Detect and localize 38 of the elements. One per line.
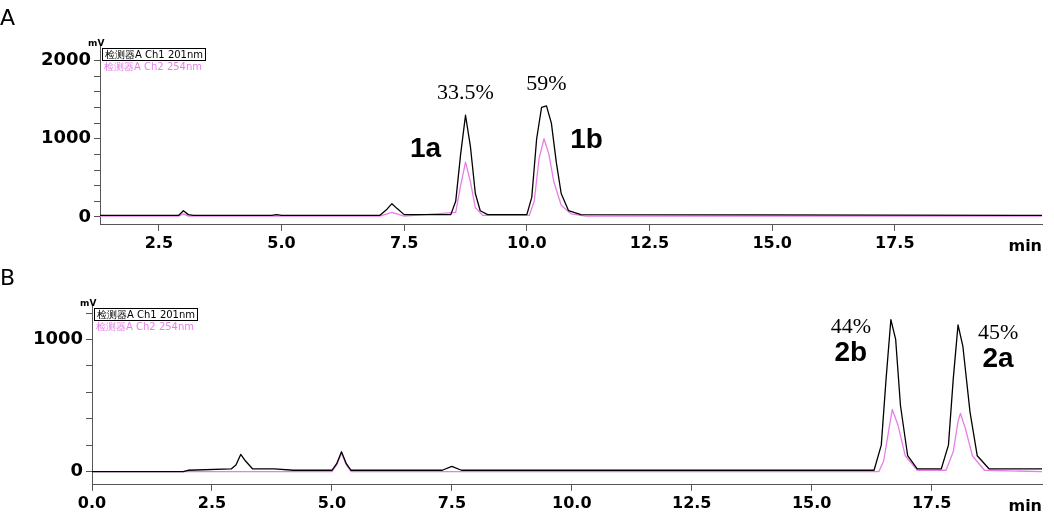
chart-title: A	[0, 4, 16, 30]
x-tick-label: 7.5	[390, 232, 419, 252]
y-tick-label: 1000	[32, 327, 83, 349]
text: 检测器A Ch2 254nm	[103, 61, 204, 73]
x-axis-title: min	[1008, 235, 1042, 255]
text: 检测器A Ch1 201nm	[102, 48, 207, 62]
annotation: 33.5%	[437, 79, 494, 105]
x-tick-label: 7.5	[437, 492, 467, 512]
x-tick-label: 5.0	[267, 232, 296, 252]
annotation: 45%	[977, 318, 1019, 344]
x-tick-label: 2.5	[144, 232, 174, 252]
annotation: 2b	[834, 336, 868, 368]
x-tick-label: 2.5	[197, 492, 227, 512]
x-tick-label: 10.0	[552, 492, 592, 512]
annotation: 44%	[830, 313, 872, 339]
annotation: 1b	[570, 122, 603, 154]
x-tick-label: 12.5	[629, 232, 670, 252]
x-tick-label: 0.0	[77, 492, 107, 512]
y-tick-label: 0	[78, 204, 91, 226]
x-tick-label: 17.5	[875, 232, 915, 252]
x-axis-title: min	[1008, 495, 1042, 515]
x-tick-label: 15.0	[791, 492, 832, 512]
text: 检测器A Ch1 201nm	[94, 308, 199, 322]
x-tick-label: 12.5	[672, 492, 712, 512]
x-tick-label: 10.0	[507, 232, 547, 252]
y-axis-title: mV	[80, 298, 97, 309]
y-tick-label: 2000	[40, 48, 91, 70]
annotation: 59%	[526, 69, 567, 95]
x-tick-label: 15.0	[752, 232, 792, 252]
text: 检测器A Ch2 254nm	[95, 321, 196, 333]
x-tick-label: 5.0	[317, 492, 347, 512]
y-tick-label: 1000	[40, 126, 91, 148]
annotation: 1a	[409, 131, 442, 163]
y-tick-label: 0	[70, 459, 83, 481]
chart-title: B	[0, 264, 16, 290]
annotation: 2a	[982, 341, 1015, 373]
y-axis-title: mV	[88, 38, 105, 49]
x-tick-label: 17.5	[911, 492, 952, 512]
